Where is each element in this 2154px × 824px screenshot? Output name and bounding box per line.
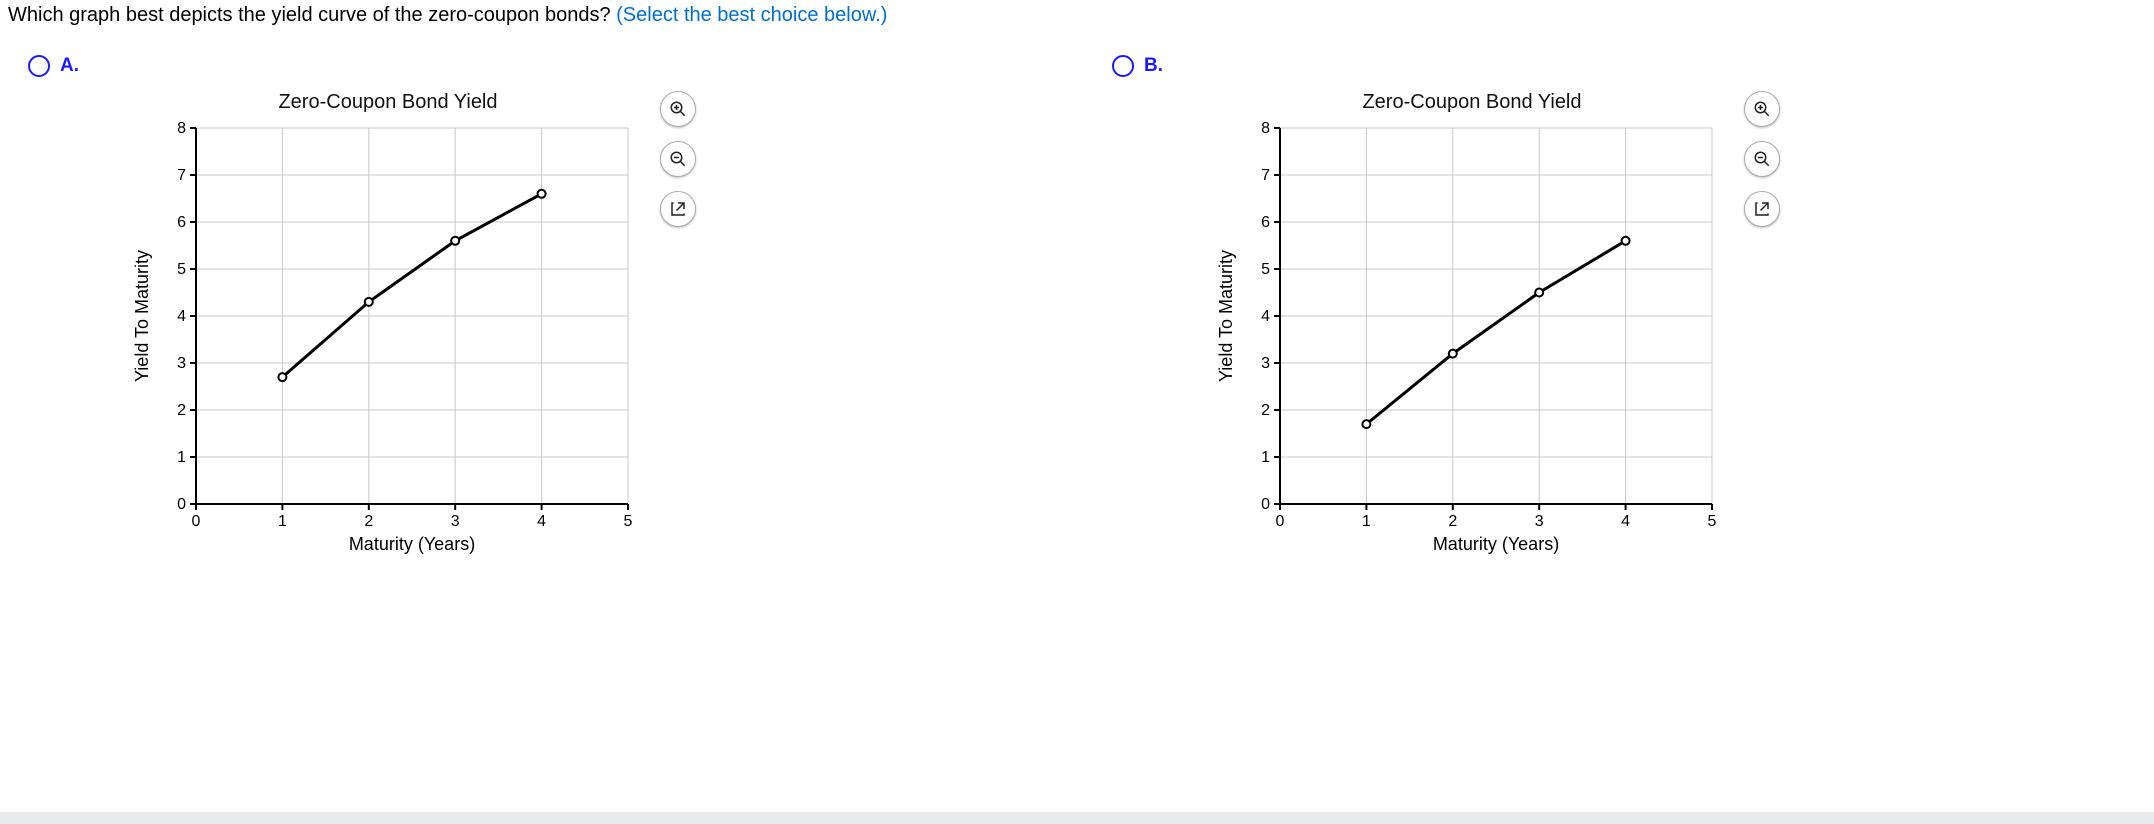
svg-text:Yield To Maturity: Yield To Maturity [1216, 250, 1236, 382]
svg-text:0: 0 [1276, 513, 1285, 530]
svg-text:5: 5 [177, 261, 186, 278]
svg-text:3: 3 [1261, 355, 1270, 372]
svg-text:6: 6 [177, 214, 186, 231]
svg-text:2: 2 [1448, 513, 1457, 530]
svg-text:4: 4 [1621, 513, 1630, 530]
option-a-header[interactable]: A. [28, 55, 1062, 77]
footer-bar [0, 812, 2154, 824]
svg-text:1: 1 [1362, 513, 1371, 530]
zoom-out-icon[interactable] [1744, 141, 1780, 177]
svg-text:2: 2 [177, 402, 186, 419]
svg-text:2: 2 [364, 513, 373, 530]
svg-text:7: 7 [1261, 167, 1270, 184]
question-hint: (Select the best choice below.) [616, 4, 887, 26]
chart-a: 0 1 2 3 4 5 0 1 2 3 4 5 6 7 8 Maturity (Years) Yield To … [128, 120, 648, 560]
svg-text:7: 7 [177, 167, 186, 184]
svg-text:Maturity (Years): Maturity (Years) [349, 534, 475, 554]
svg-text:0: 0 [1261, 496, 1270, 513]
svg-text:5: 5 [624, 513, 633, 530]
svg-text:1: 1 [177, 449, 186, 466]
chart-b: 0 1 2 3 4 5 0 1 2 3 4 5 6 7 8 Maturity (Years) Yield To … [1212, 120, 1732, 560]
svg-text:1: 1 [278, 513, 287, 530]
svg-text:3: 3 [1535, 513, 1544, 530]
chart-b-title: Zero-Coupon Bond Yield [1212, 91, 1732, 114]
svg-text:6: 6 [1261, 214, 1270, 231]
svg-text:3: 3 [177, 355, 186, 372]
svg-text:5: 5 [1261, 261, 1270, 278]
svg-text:4: 4 [1261, 308, 1270, 325]
svg-text:8: 8 [177, 120, 186, 137]
svg-text:Yield To Maturity: Yield To Maturity [132, 250, 152, 382]
zoom-out-icon[interactable] [660, 141, 696, 177]
svg-text:3: 3 [451, 513, 460, 530]
option-a: A. Zero-Coupon Bond Yield 0 1 2 3 4 5 0 1 2 3 4 5 6 7… [8, 55, 1062, 566]
open-external-icon[interactable] [660, 191, 696, 227]
svg-text:0: 0 [177, 496, 186, 513]
question-prompt: Which graph best depicts the yield curve… [8, 4, 2146, 27]
question-text: Which graph best depicts the yield curve… [8, 4, 611, 26]
svg-text:4: 4 [537, 513, 546, 530]
svg-text:Maturity (Years): Maturity (Years) [1433, 534, 1559, 554]
svg-text:2: 2 [1261, 402, 1270, 419]
chart-b-tools [1744, 91, 1780, 227]
chart-a-tools [660, 91, 696, 227]
svg-text:4: 4 [177, 308, 186, 325]
chart-a-title: Zero-Coupon Bond Yield [128, 91, 648, 114]
svg-text:5: 5 [1708, 513, 1717, 530]
option-b-label: B. [1144, 55, 1163, 77]
svg-text:1: 1 [1261, 449, 1270, 466]
options-row: A. Zero-Coupon Bond Yield 0 1 2 3 4 5 0 1 2 3 4 5 6 7… [8, 55, 2146, 566]
option-b-header[interactable]: B. [1112, 55, 2146, 77]
option-b: B. Zero-Coupon Bond Yield 0 1 2 3 4 5 0 1 2 3 4 5 6 7… [1092, 55, 2146, 566]
zoom-in-icon[interactable] [1744, 91, 1780, 127]
open-external-icon[interactable] [1744, 191, 1780, 227]
radio-b[interactable] [1112, 55, 1134, 77]
zoom-in-icon[interactable] [660, 91, 696, 127]
option-a-label: A. [60, 55, 79, 77]
svg-text:8: 8 [1261, 120, 1270, 137]
svg-text:0: 0 [192, 513, 201, 530]
radio-a[interactable] [28, 55, 50, 77]
